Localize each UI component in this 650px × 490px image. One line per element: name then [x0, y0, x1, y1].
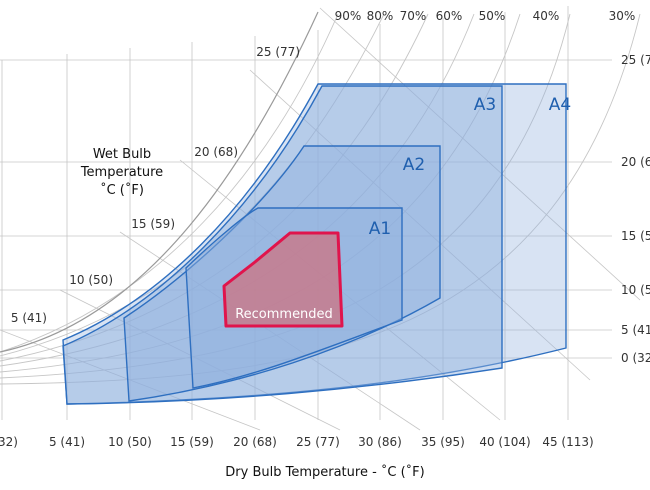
- rh-label: 60%: [436, 9, 463, 23]
- wet-bulb-gridline: [249, 69, 591, 381]
- x-tick-label: 20 (68): [233, 435, 277, 449]
- dew-point-label: 25 (7: [621, 53, 650, 67]
- x-tick-label: 5 (41): [49, 435, 85, 449]
- wet-bulb-gridline: [59, 289, 341, 431]
- zone-label-a4: A4: [549, 95, 571, 115]
- wet-bulb-label: 10 (50): [69, 273, 113, 287]
- wet-bulb-gridline: [119, 231, 421, 431]
- wet-bulb-label: 25 (77): [256, 45, 300, 59]
- dew-point-label: 20 (6: [621, 155, 650, 169]
- wet-bulb-label: 5 (41): [11, 311, 47, 325]
- x-tick-label: 25 (77): [296, 435, 340, 449]
- wet-bulb-title-line2: Temperature: [80, 165, 163, 180]
- chart-labels: A4 A3 A2 A1 Recommended 0 (32) 5 (41) 10 (50) 15…: [0, 9, 650, 449]
- wet-bulb-gridline: [0, 329, 261, 431]
- zone-recommended: [222, 231, 344, 328]
- rh-label: 30%: [609, 9, 636, 23]
- x-tick-label: 45 (113): [542, 435, 593, 449]
- wet-bulb-title-line3: ˚C (˚F): [100, 182, 144, 198]
- dew-point-label: 5 (41: [621, 323, 650, 337]
- wet-bulb-label: 15 (59): [131, 217, 175, 231]
- wet-bulb-title-line1: Wet Bulb: [93, 147, 151, 162]
- rh-label: 80%: [367, 9, 394, 23]
- rh-label: 50%: [479, 9, 506, 23]
- x-tick-label: 35 (95): [421, 435, 465, 449]
- rh-label: 70%: [400, 9, 427, 23]
- relative-humidity-curve: [0, 13, 339, 353]
- dew-point-label: 15 (5: [621, 229, 650, 243]
- wet-bulb-title: Wet Bulb Temperature ˚C (˚F): [80, 147, 163, 198]
- envelope-zones: [62, 83, 567, 405]
- x-axis-title: Dry Bulb Temperature - ˚C (˚F): [225, 464, 424, 480]
- x-tick-label: 40 (104): [479, 435, 530, 449]
- wet-bulb-label: 20 (68): [194, 145, 238, 159]
- relative-humidity-curve: [0, 13, 385, 357]
- x-tick-label: 0 (32): [0, 435, 18, 449]
- wet-bulb-gridline: [319, 7, 641, 301]
- rh-label: 90%: [335, 9, 362, 23]
- zone-label-recommended: Recommended: [235, 307, 333, 322]
- dew-point-label: 0 (32: [621, 351, 650, 365]
- rh-label: 40%: [533, 9, 560, 23]
- dew-point-label: 10 (5: [621, 283, 650, 297]
- relative-humidity-curve: [0, 13, 641, 385]
- x-tick-label: 10 (50): [108, 435, 152, 449]
- saturation-curve: [0, 11, 319, 353]
- zone-label-a3: A3: [474, 95, 496, 115]
- relative-humidity-curve: [0, 13, 429, 362]
- x-tick-label: 15 (59): [170, 435, 214, 449]
- relative-humidity-curve: [0, 13, 571, 379]
- x-tick-label: 30 (86): [358, 435, 402, 449]
- zone-label-a2: A2: [403, 155, 425, 175]
- zone-label-a1: A1: [369, 219, 391, 239]
